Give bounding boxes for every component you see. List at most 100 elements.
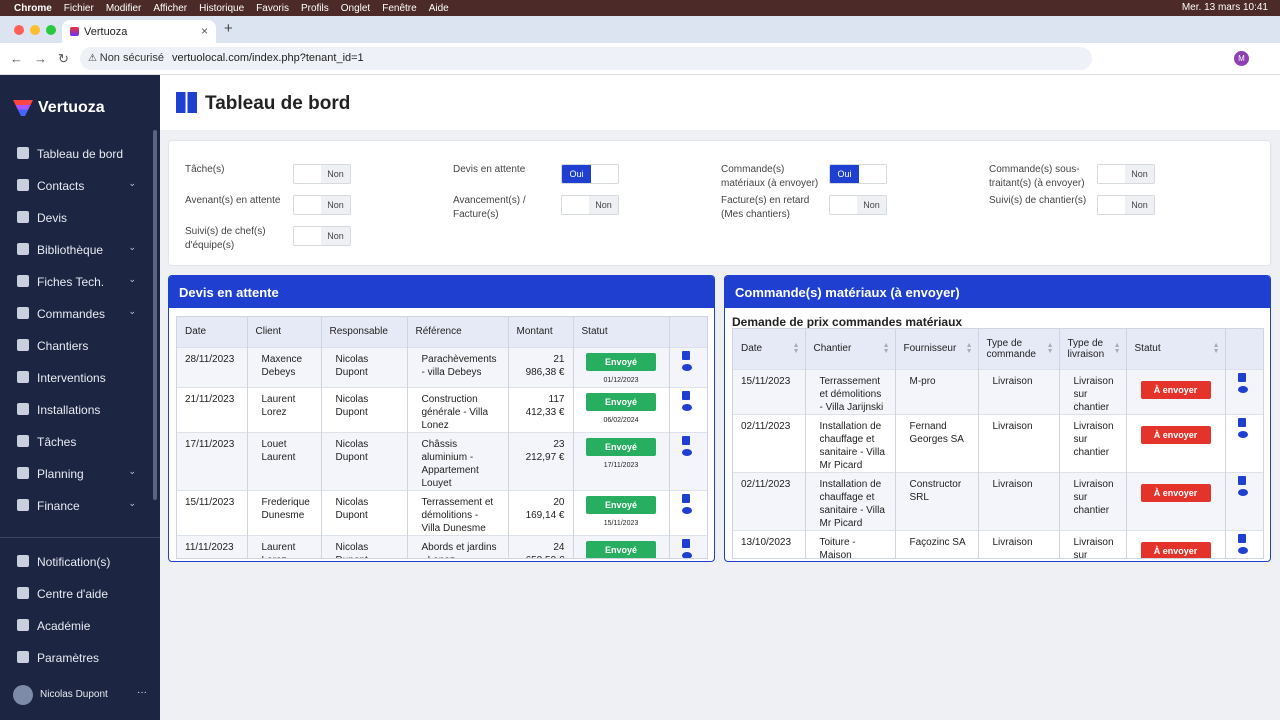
devis-card: Devis en attente Date Client Responsable Ré… xyxy=(168,275,715,562)
nav-item[interactable]: Installations xyxy=(0,394,152,426)
view-icon[interactable] xyxy=(1237,430,1248,438)
brand[interactable]: Vertuoza xyxy=(38,99,105,116)
pdf-icon[interactable] xyxy=(1237,372,1246,382)
pdf-icon[interactable] xyxy=(681,390,690,400)
tab[interactable]: Vertuoza × xyxy=(62,20,216,43)
status-badge[interactable]: À envoyer xyxy=(1140,425,1211,444)
toggle[interactable]: Non xyxy=(293,226,351,246)
security: Non sécurisé xyxy=(88,52,164,64)
nav-item[interactable]: Tâches xyxy=(0,426,152,458)
column-header[interactable]: Statut xyxy=(573,317,670,347)
nav-item[interactable]: Fiches Tech. ⌄ xyxy=(0,266,152,298)
column-header[interactable]: Client xyxy=(247,317,322,347)
nav-item[interactable]: Contacts ⌄ xyxy=(0,170,152,202)
menu-item[interactable]: Fenêtre xyxy=(382,2,417,14)
status-badge[interactable]: Envoyé xyxy=(586,495,656,514)
status-badge[interactable]: À envoyer xyxy=(1140,483,1211,502)
cell-text: Livraison sur chantier xyxy=(1073,420,1114,458)
menu-item[interactable]: Aide xyxy=(428,2,449,14)
toggle[interactable]: Non xyxy=(829,195,887,215)
url-field[interactable]: Non sécurisé vertuolocal.com/index.php?te… xyxy=(80,47,1092,70)
column-header[interactable]: Référence xyxy=(407,317,509,347)
status-badge[interactable]: Envoyé xyxy=(586,392,656,411)
column-header[interactable]: Type de livraison ▲ ▼ xyxy=(1059,329,1127,369)
menu-item[interactable]: Favoris xyxy=(256,2,289,14)
pdf-icon[interactable] xyxy=(1237,475,1246,485)
view-icon[interactable] xyxy=(681,551,692,558)
column-header[interactable]: Type de commande ▲ ▼ xyxy=(978,329,1060,369)
nav-item[interactable]: Planning ⌄ xyxy=(0,458,152,490)
cell: Livraison sur chantier xyxy=(1059,471,1127,530)
row: 02/11/2023 Installation de chauffage et s… xyxy=(733,413,1263,472)
nav-item[interactable]: Finance ⌄ xyxy=(0,490,152,522)
toggle[interactable]: Non xyxy=(561,195,619,215)
pdf-icon[interactable] xyxy=(1237,417,1246,427)
nav-item[interactable]: Notification(s) xyxy=(0,546,152,578)
pdf-icon[interactable] xyxy=(681,350,690,360)
status-badge[interactable]: À envoyer xyxy=(1140,380,1211,399)
menu-app[interactable]: Chrome xyxy=(14,2,52,14)
status-badge[interactable]: À envoyer xyxy=(1140,541,1211,558)
nav-label: Interventions xyxy=(37,371,106,385)
nav-item[interactable]: Académie xyxy=(0,610,152,642)
nav-item[interactable]: Commandes ⌄ xyxy=(0,298,152,330)
view-icon[interactable] xyxy=(1237,546,1248,554)
pdf-icon[interactable] xyxy=(681,493,690,503)
nav-buttons[interactable]: ←→↻ xyxy=(10,51,80,66)
menu-item[interactable]: Historique xyxy=(199,2,245,14)
view-icon[interactable] xyxy=(681,403,692,411)
column-header[interactable]: Responsable xyxy=(321,317,408,347)
column-header[interactable]: Date ▲ ▼ xyxy=(733,329,806,369)
cell: À envoyer xyxy=(1126,471,1226,530)
view-icon[interactable] xyxy=(681,363,692,371)
pdf-icon[interactable] xyxy=(681,435,690,445)
user-menu[interactable]: ··· xyxy=(137,687,147,698)
column-header[interactable]: Statut ▲ ▼ xyxy=(1126,329,1226,369)
cell: Livraison xyxy=(978,368,1060,414)
cell-text: Nicolas Dupont xyxy=(335,393,369,418)
column-header[interactable]: Chantier ▲ ▼ xyxy=(805,329,896,369)
tab-title: Vertuoza xyxy=(84,26,128,38)
toggle[interactable]: Non xyxy=(1097,164,1155,184)
cell: Envoyé 01/12/2023 xyxy=(573,346,670,387)
menu-item[interactable]: Modifier xyxy=(105,2,142,14)
nav-item[interactable]: Chantiers xyxy=(0,330,152,362)
nav-item[interactable]: Tableau de bord xyxy=(0,138,152,170)
toggle[interactable]: Non xyxy=(293,164,351,184)
toggle[interactable]: Oui xyxy=(829,164,887,184)
row: 17/11/2023 Louet Laurent Nicolas Dupont Châ… xyxy=(177,431,707,490)
view-icon[interactable] xyxy=(681,506,692,514)
cell: Installation de chauffage et sanitaire -… xyxy=(805,413,896,472)
tab-close[interactable]: × xyxy=(200,24,208,38)
toggle[interactable]: Oui xyxy=(561,164,619,184)
pdf-icon[interactable] xyxy=(681,538,690,548)
cell-text: 23 212,97 € xyxy=(525,438,565,463)
toggle[interactable]: Non xyxy=(1097,195,1155,215)
toggle[interactable]: Non xyxy=(293,195,351,215)
nav-item[interactable]: Centre d'aide xyxy=(0,578,152,610)
column-header[interactable]: Date xyxy=(177,317,248,347)
status-badge[interactable]: Envoyé xyxy=(586,437,656,456)
actions xyxy=(669,534,707,558)
status-badge[interactable]: Envoyé xyxy=(586,352,656,371)
view-icon[interactable] xyxy=(1237,488,1248,496)
menu-item[interactable]: Profils xyxy=(300,2,329,14)
filter: Commande(s) matériaux (à envoyer) Oui xyxy=(721,158,989,189)
view-icon[interactable] xyxy=(1237,385,1248,393)
nav-item[interactable]: Interventions xyxy=(0,362,152,394)
profile[interactable]: M xyxy=(1234,51,1249,66)
user-name[interactable]: Nicolas Dupont xyxy=(40,689,108,700)
menu-item[interactable]: Afficher xyxy=(153,2,188,14)
status-badge[interactable]: Envoyé xyxy=(586,540,656,558)
filter-label: Suivi(s) de chef(s) d'équipe(s) xyxy=(185,226,266,251)
new-tab[interactable]: + xyxy=(224,20,233,37)
menu-item[interactable]: Onglet xyxy=(340,2,371,14)
nav-item[interactable]: Bibliothèque ⌄ xyxy=(0,234,152,266)
nav-item[interactable]: Devis xyxy=(0,202,152,234)
pdf-icon[interactable] xyxy=(1237,533,1246,543)
nav-item[interactable]: Paramètres xyxy=(0,642,152,674)
column-header[interactable]: Montant xyxy=(508,317,574,347)
view-icon[interactable] xyxy=(681,448,692,456)
menu-item[interactable]: Fichier xyxy=(63,2,94,14)
column-header[interactable]: Fournisseur ▲ ▼ xyxy=(895,329,979,369)
